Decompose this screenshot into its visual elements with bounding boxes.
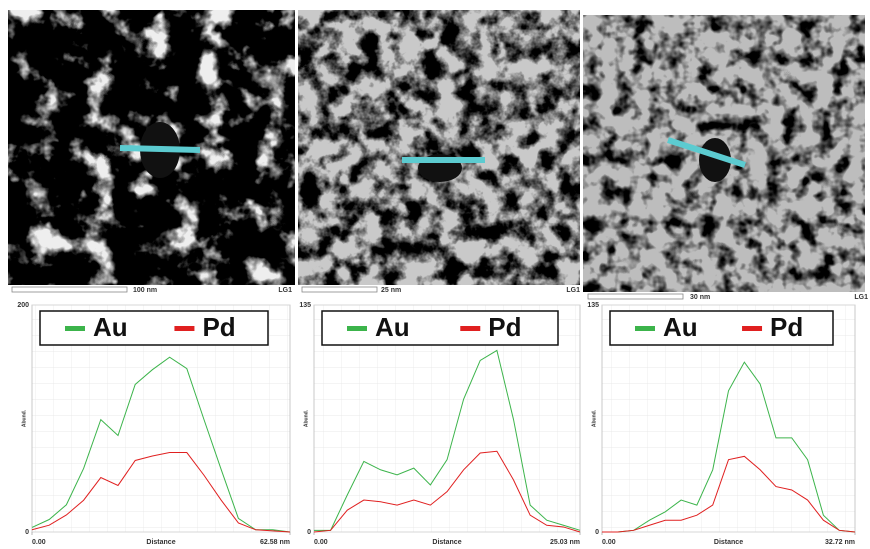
y-tick-label: 0 — [307, 529, 311, 536]
image-label: LG1 — [854, 294, 868, 301]
legend-label: Au — [375, 312, 410, 342]
y-tick-label: 135 — [587, 302, 599, 309]
y-axis-label: Abund. — [303, 409, 309, 427]
x-tick-label: 0.00 — [602, 539, 616, 546]
y-tick-label: 0 — [595, 529, 599, 536]
y-tick-label: 0 — [25, 529, 29, 536]
scale-label: 100 nm — [133, 287, 157, 294]
legend-swatch — [742, 326, 762, 331]
legend-swatch — [460, 326, 480, 331]
x-tick-label: 25.03 nm — [550, 539, 580, 546]
y-axis-label: Abund. — [21, 409, 27, 427]
legend-swatch — [635, 326, 655, 331]
x-axis-label: Distance — [714, 539, 743, 546]
legend-label: Pd — [202, 312, 235, 342]
scale-label: 25 nm — [381, 287, 401, 294]
y-axis-label: Abund. — [591, 409, 597, 427]
image-label: LG1 — [566, 287, 580, 294]
legend-swatch — [65, 326, 85, 331]
legend-swatch — [174, 326, 194, 331]
x-axis-label: Distance — [432, 539, 461, 546]
x-tick-label: 0.00 — [314, 539, 328, 546]
figure: 100 nm LG1 25 nm LG1 30 nm LG1 0 200 0.00 6… — [0, 0, 870, 549]
x-tick-label: 32.72 nm — [825, 539, 855, 546]
y-tick-label: 200 — [17, 302, 29, 309]
legend-label: Au — [663, 312, 698, 342]
legend-label: Pd — [770, 312, 803, 342]
legend-swatch — [347, 326, 367, 331]
y-tick-label: 135 — [299, 302, 311, 309]
scale-label: 30 nm — [690, 294, 710, 301]
x-tick-label: 62.58 nm — [260, 539, 290, 546]
tem-image — [8, 10, 865, 301]
x-tick-label: 0.00 — [32, 539, 46, 546]
x-axis-label: Distance — [146, 539, 175, 546]
image-label: LG1 — [278, 287, 292, 294]
legend-label: Au — [93, 312, 128, 342]
legend-label: Pd — [488, 312, 521, 342]
